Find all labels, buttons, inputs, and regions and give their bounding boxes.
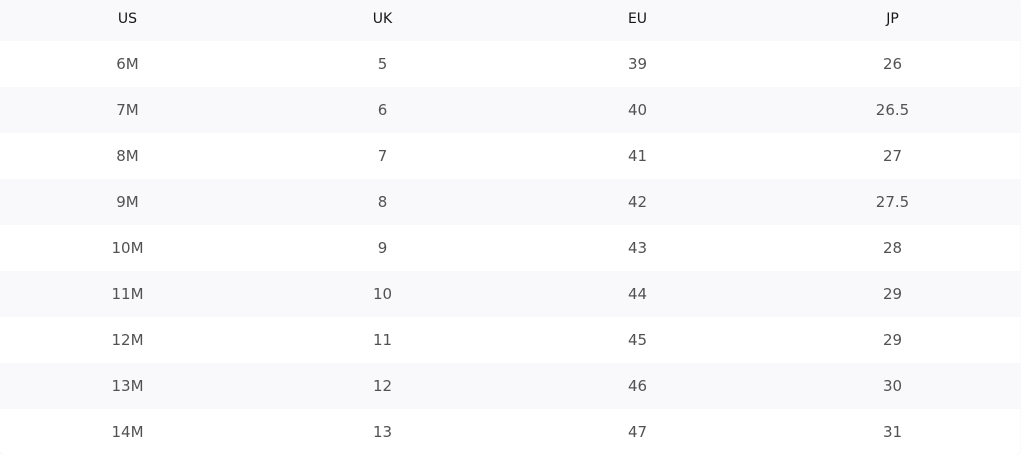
table-cell-eu: 44 (510, 271, 765, 317)
table-row: 8M 7 41 27 (0, 133, 1020, 179)
table-cell-eu: 42 (510, 179, 765, 225)
table-cell-jp: 31 (765, 409, 1020, 455)
table-row: 14M 13 47 31 (0, 409, 1020, 455)
table-cell-uk: 6 (255, 87, 510, 133)
table-row: 11M 10 44 29 (0, 271, 1020, 317)
table-cell-us: 12M (0, 317, 255, 363)
table-cell-jp: 29 (765, 271, 1020, 317)
column-header-us: US (0, 0, 255, 41)
table-cell-jp: 30 (765, 363, 1020, 409)
table-row: 10M 9 43 28 (0, 225, 1020, 271)
table-cell-eu: 39 (510, 41, 765, 87)
table-cell-jp: 29 (765, 317, 1020, 363)
table-cell-uk: 12 (255, 363, 510, 409)
table-cell-jp: 27 (765, 133, 1020, 179)
table-row: 12M 11 45 29 (0, 317, 1020, 363)
table-cell-uk: 10 (255, 271, 510, 317)
table-cell-eu: 46 (510, 363, 765, 409)
table-cell-jp: 26 (765, 41, 1020, 87)
table-cell-eu: 45 (510, 317, 765, 363)
table-cell-us: 10M (0, 225, 255, 271)
table-header-row: US UK EU JP (0, 0, 1020, 41)
table-row: 6M 5 39 26 (0, 41, 1020, 87)
table-cell-us: 9M (0, 179, 255, 225)
table-cell-eu: 41 (510, 133, 765, 179)
table-cell-uk: 9 (255, 225, 510, 271)
table-cell-uk: 8 (255, 179, 510, 225)
table-cell-uk: 13 (255, 409, 510, 455)
table-row: 13M 12 46 30 (0, 363, 1020, 409)
table-cell-uk: 11 (255, 317, 510, 363)
table-cell-us: 11M (0, 271, 255, 317)
table-cell-us: 6M (0, 41, 255, 87)
table-cell-jp: 27.5 (765, 179, 1020, 225)
table-cell-us: 8M (0, 133, 255, 179)
table-cell-eu: 47 (510, 409, 765, 455)
table-row: 9M 8 42 27.5 (0, 179, 1020, 225)
table-cell-uk: 7 (255, 133, 510, 179)
column-header-eu: EU (510, 0, 765, 41)
table-cell-eu: 40 (510, 87, 765, 133)
table-cell-jp: 28 (765, 225, 1020, 271)
table-cell-jp: 26.5 (765, 87, 1020, 133)
table-cell-eu: 43 (510, 225, 765, 271)
table-row: 7M 6 40 26.5 (0, 87, 1020, 133)
column-header-uk: UK (255, 0, 510, 41)
table-cell-us: 13M (0, 363, 255, 409)
table-cell-uk: 5 (255, 41, 510, 87)
column-header-jp: JP (765, 0, 1020, 41)
table-cell-us: 14M (0, 409, 255, 455)
table-cell-us: 7M (0, 87, 255, 133)
